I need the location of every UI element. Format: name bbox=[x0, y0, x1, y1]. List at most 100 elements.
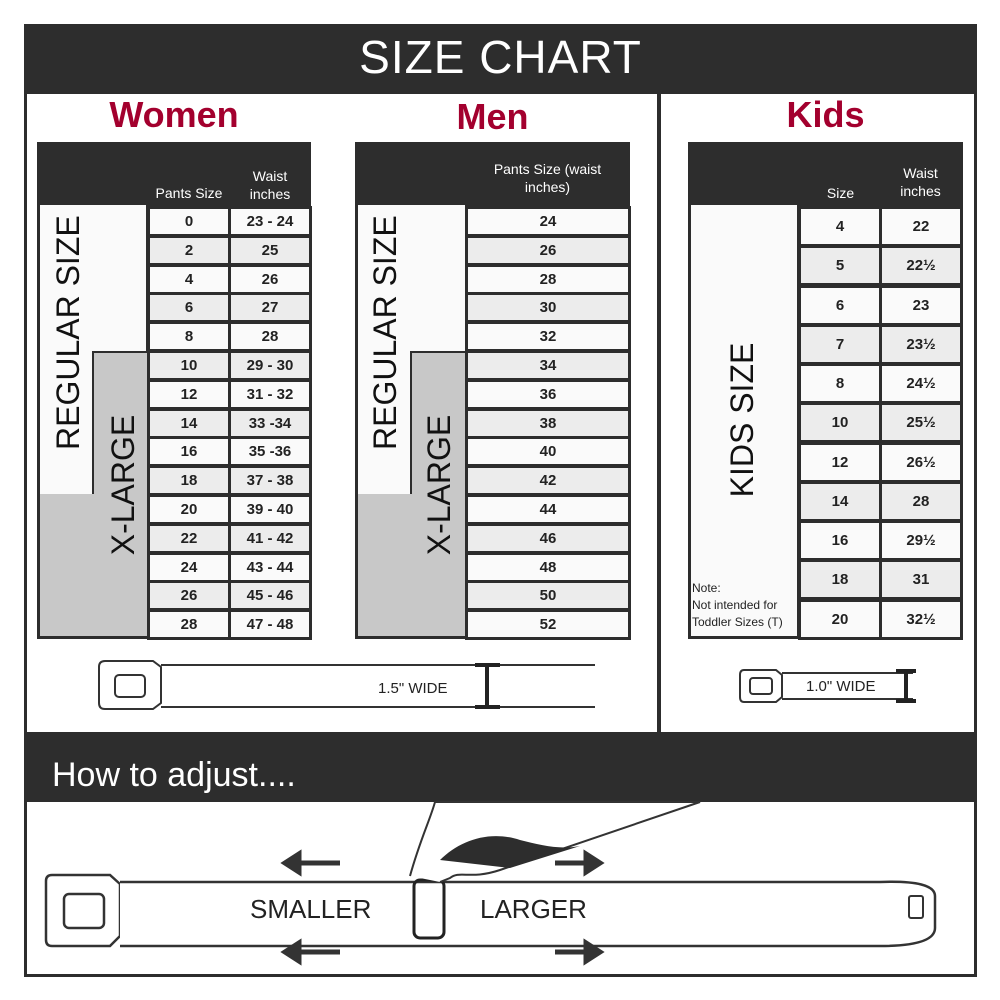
women-men-width-label: 1.5" WIDE bbox=[378, 680, 448, 697]
women-xlarge-label: X-LARGE bbox=[105, 414, 141, 556]
adjust-belt-illustration bbox=[44, 801, 937, 966]
table-cell: 10 bbox=[798, 402, 882, 443]
women-table-header: Pants Size Waist inches bbox=[37, 142, 311, 207]
women-header-waist: Waist inches bbox=[249, 168, 291, 202]
men-regular-label: REGULAR SIZE bbox=[367, 215, 403, 450]
table-cell: 44 bbox=[465, 494, 631, 525]
table-cell: 23 bbox=[879, 285, 963, 326]
table-cell: 37 - 38 bbox=[228, 465, 312, 496]
table-cell: 7 bbox=[798, 324, 882, 365]
men-header-pants-size: Pants Size (waist inches) bbox=[493, 161, 602, 195]
table-cell: 16 bbox=[798, 520, 882, 561]
table-cell: 48 bbox=[465, 552, 631, 583]
belt-1-0-inch-icon bbox=[739, 669, 916, 703]
table-cell: 22 bbox=[879, 206, 963, 247]
table-cell: 34 bbox=[465, 350, 631, 381]
table-cell: 26 bbox=[147, 580, 231, 611]
table-cell: 20 bbox=[147, 494, 231, 525]
women-regular-label: REGULAR SIZE bbox=[50, 215, 86, 450]
table-cell: 29½ bbox=[879, 520, 963, 561]
table-cell: 14 bbox=[798, 481, 882, 522]
table-cell: 33 -34 bbox=[228, 408, 312, 439]
table-cell: 8 bbox=[147, 321, 231, 352]
table-cell: 45 - 46 bbox=[228, 580, 312, 611]
table-cell: 30 bbox=[465, 292, 631, 323]
table-cell: 28 bbox=[465, 264, 631, 295]
table-cell: 36 bbox=[465, 379, 631, 410]
table-cell: 24½ bbox=[879, 363, 963, 404]
kids-table-header: Size Waist inches bbox=[688, 142, 963, 207]
table-cell: 5 bbox=[798, 245, 882, 286]
table-cell: 28 bbox=[228, 321, 312, 352]
table-cell: 12 bbox=[798, 442, 882, 483]
table-cell: 25½ bbox=[879, 402, 963, 443]
table-cell: 31 - 32 bbox=[228, 379, 312, 410]
table-cell: 38 bbox=[465, 408, 631, 439]
kids-title: Kids bbox=[786, 94, 865, 135]
women-xlarge-region-lower bbox=[37, 494, 149, 639]
table-cell: 6 bbox=[798, 285, 882, 326]
table-cell: 10 bbox=[147, 350, 231, 381]
table-cell: 28 bbox=[879, 481, 963, 522]
note-line: Not intended for bbox=[692, 598, 778, 612]
table-cell: 31 bbox=[879, 559, 963, 600]
men-xlarge-region-lower bbox=[355, 494, 468, 639]
adjust-title: How to adjust.... bbox=[24, 732, 977, 802]
table-cell: 43 - 44 bbox=[228, 552, 312, 583]
table-cell: 12 bbox=[147, 379, 231, 410]
note-line: Note: bbox=[692, 581, 721, 595]
table-cell: 22 bbox=[147, 523, 231, 554]
table-cell: 40 bbox=[465, 436, 631, 467]
table-cell: 6 bbox=[147, 292, 231, 323]
table-cell: 52 bbox=[465, 609, 631, 640]
table-cell: 23 - 24 bbox=[228, 206, 312, 237]
table-cell: 39 - 40 bbox=[228, 494, 312, 525]
table-cell: 16 bbox=[147, 436, 231, 467]
kids-note: Note: Not intended for Toddler Sizes (T) bbox=[692, 580, 783, 631]
table-cell: 26½ bbox=[879, 442, 963, 483]
table-cell: 8 bbox=[798, 363, 882, 404]
table-cell: 35 -36 bbox=[228, 436, 312, 467]
table-cell: 32 bbox=[465, 321, 631, 352]
table-cell: 26 bbox=[228, 264, 312, 295]
belt-1-5-inch-icon bbox=[98, 660, 595, 710]
table-cell: 23½ bbox=[879, 324, 963, 365]
table-cell: 46 bbox=[465, 523, 631, 554]
table-cell: 42 bbox=[465, 465, 631, 496]
women-header-pants-size: Pants Size bbox=[155, 185, 223, 201]
note-line: Toddler Sizes (T) bbox=[692, 615, 783, 629]
table-cell: 2 bbox=[147, 235, 231, 266]
table-cell: 22½ bbox=[879, 245, 963, 286]
kids-label-column bbox=[688, 205, 800, 639]
table-cell: 4 bbox=[798, 206, 882, 247]
divider bbox=[657, 93, 661, 733]
table-cell: 14 bbox=[147, 408, 231, 439]
table-cell: 18 bbox=[147, 465, 231, 496]
table-cell: 28 bbox=[147, 609, 231, 640]
smaller-label: SMALLER bbox=[250, 894, 372, 924]
table-cell: 24 bbox=[147, 552, 231, 583]
page-title: SIZE CHART bbox=[24, 24, 977, 94]
men-xlarge-label: X-LARGE bbox=[421, 414, 457, 556]
kids-width-label: 1.0" WIDE bbox=[806, 678, 876, 695]
table-cell: 29 - 30 bbox=[228, 350, 312, 381]
table-cell: 18 bbox=[798, 559, 882, 600]
table-cell: 26 bbox=[465, 235, 631, 266]
kids-header-size: Size bbox=[826, 185, 855, 201]
kids-header-waist: Waist inches bbox=[900, 165, 941, 199]
table-cell: 24 bbox=[465, 206, 631, 237]
table-cell: 20 bbox=[798, 599, 882, 640]
table-cell: 27 bbox=[228, 292, 312, 323]
table-cell: 50 bbox=[465, 580, 631, 611]
women-title: Women bbox=[109, 94, 239, 135]
table-cell: 0 bbox=[147, 206, 231, 237]
table-cell: 4 bbox=[147, 264, 231, 295]
larger-label: LARGER bbox=[480, 894, 587, 924]
men-table-header: Pants Size (waist inches) bbox=[355, 142, 630, 207]
men-title: Men bbox=[456, 96, 529, 137]
table-cell: 41 - 42 bbox=[228, 523, 312, 554]
table-cell: 25 bbox=[228, 235, 312, 266]
kids-size-label: KIDS SIZE bbox=[724, 342, 760, 498]
table-cell: 47 - 48 bbox=[228, 609, 312, 640]
table-cell: 32½ bbox=[879, 599, 963, 640]
